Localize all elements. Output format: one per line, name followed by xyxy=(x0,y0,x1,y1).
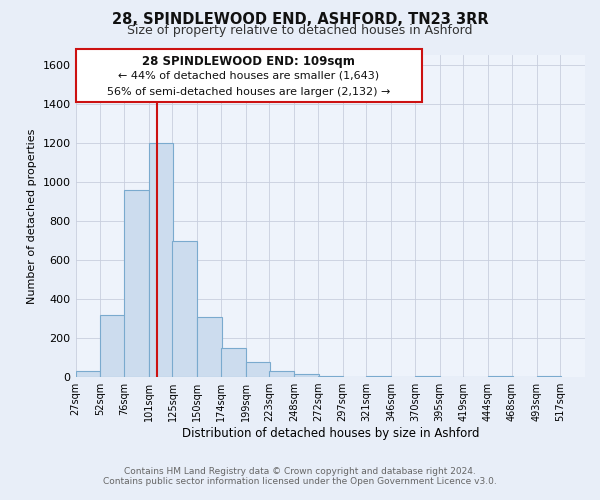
Bar xyxy=(197,316,222,377)
Text: ← 44% of detached houses are smaller (1,643): ← 44% of detached houses are smaller (1,… xyxy=(118,70,379,81)
X-axis label: Distribution of detached houses by size in Ashford: Distribution of detached houses by size … xyxy=(182,427,479,440)
Bar xyxy=(415,376,440,377)
Bar xyxy=(124,190,149,377)
Bar xyxy=(488,376,513,377)
FancyBboxPatch shape xyxy=(76,49,422,102)
Bar xyxy=(100,314,125,377)
Bar xyxy=(245,362,271,377)
Bar xyxy=(536,376,561,377)
Text: 28 SPINDLEWOOD END: 109sqm: 28 SPINDLEWOOD END: 109sqm xyxy=(142,55,355,68)
Text: Contains public sector information licensed under the Open Government Licence v3: Contains public sector information licen… xyxy=(103,477,497,486)
Bar xyxy=(76,371,100,377)
Bar xyxy=(294,374,319,377)
Bar xyxy=(269,371,294,377)
Text: Contains HM Land Registry data © Crown copyright and database right 2024.: Contains HM Land Registry data © Crown c… xyxy=(124,467,476,476)
Y-axis label: Number of detached properties: Number of detached properties xyxy=(27,128,37,304)
Text: 56% of semi-detached houses are larger (2,132) →: 56% of semi-detached houses are larger (… xyxy=(107,86,391,97)
Text: 28, SPINDLEWOOD END, ASHFORD, TN23 3RR: 28, SPINDLEWOOD END, ASHFORD, TN23 3RR xyxy=(112,12,488,28)
Bar xyxy=(221,348,245,377)
Bar xyxy=(149,143,173,377)
Bar xyxy=(367,376,391,377)
Bar xyxy=(172,240,197,377)
Bar xyxy=(318,376,343,377)
Text: Size of property relative to detached houses in Ashford: Size of property relative to detached ho… xyxy=(127,24,473,37)
